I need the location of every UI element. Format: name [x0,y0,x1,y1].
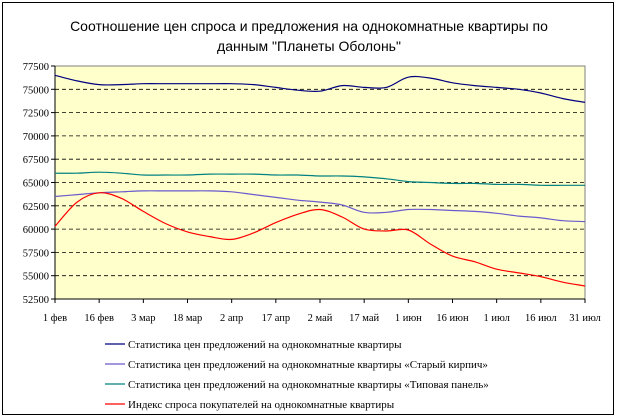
x-tick-label-2: 3 мар [131,313,155,324]
chart-title-line2: данным "Планеты Оболонь" [217,38,401,54]
y-tick-label-3: 60000 [23,225,49,236]
series-line-2 [54,171,585,186]
y-tick-label-5: 65000 [23,179,49,190]
legend-label-3: Индекс спроса покупателей на однокомнатн… [128,399,395,411]
x-tick-label-4: 2 апр [220,313,243,324]
y-tick-label-9: 75000 [23,85,49,96]
series-line-3 [54,192,586,287]
y-tick-labels: 52500 55000 57500 60000 62500 65000 67500 70000… [23,62,55,306]
x-tick-label-10: 1 июл [484,313,510,324]
x-tick-label-9: 16 июн [436,313,469,324]
x-tick-labels: 1 фев 16 фев 3 мар 18 мар 2 апр 17 апр 2 май 17… [43,299,601,324]
x-tick-label-6: 2 май [308,313,333,324]
y-tick-label-7: 70000 [23,132,49,143]
chart-title-line1: Соотношение цен спроса и предложения на … [70,18,548,34]
y-tick-label-1: 55000 [23,272,49,283]
x-tick-label-8: 1 июн [395,313,422,324]
series-lines [54,74,586,287]
legend-label-2: Статистика цен предложений на однокомнат… [128,379,489,391]
series-line-0 [54,74,586,103]
legend-label-0: Статистика цен предложений на однокомнат… [128,339,402,351]
y-tick-label-0: 52500 [23,295,49,306]
x-tick-label-0: 1 фев [43,313,67,324]
y-tick-label-10: 77500 [23,62,49,73]
x-tick-label-1: 16 фев [84,313,114,324]
x-tick-label-5: 17 апр [262,313,291,324]
legend-label-1: Статистика цен предложений на однокомнат… [128,359,488,371]
y-tick-label-4: 62500 [23,202,49,213]
x-tick-label-3: 18 мар [173,313,203,324]
y-tick-label-8: 72500 [23,109,49,120]
gridlines [55,88,585,277]
x-tick-label-11: 16 июл [525,313,557,324]
x-tick-label-12: 31 июл [569,313,601,324]
series-line-1 [54,190,586,223]
y-tick-label-2: 57500 [23,248,49,259]
legend: Статистика цен предложений на однокомнат… [105,339,489,411]
x-tick-label-7: 17 май [349,313,379,324]
y-tick-label-6: 67500 [23,155,49,166]
